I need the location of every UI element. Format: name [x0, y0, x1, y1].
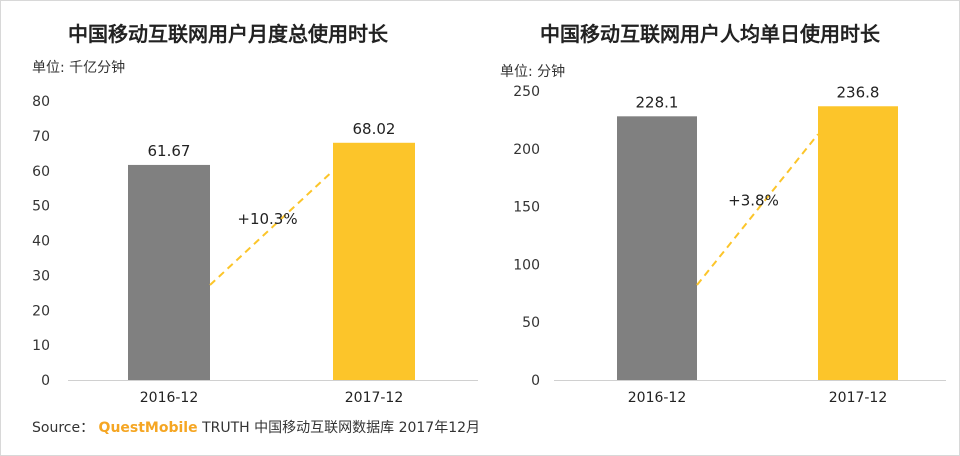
- growth-line-right: [696, 133, 819, 286]
- y-tick-label-left-6: 60: [32, 164, 50, 180]
- y-tick-label-left-0: 0: [41, 373, 50, 389]
- category-label-right-0: 2016-12: [628, 390, 687, 406]
- y-tick-label-right-4: 200: [513, 142, 540, 158]
- source-text: TRUTH 中国移动互联网数据库 2017年12月: [202, 420, 481, 436]
- y-tick-label-right-1: 50: [522, 315, 540, 331]
- bar-right-0: [617, 116, 697, 380]
- y-tick-label-left-2: 20: [32, 303, 50, 319]
- growth-label-right: +3.8%: [728, 192, 779, 210]
- y-tick-label-left-3: 30: [32, 268, 50, 284]
- growth-line-left: [209, 170, 334, 286]
- value-label-right-1: 236.8: [837, 83, 880, 101]
- chart-title-right: 中国移动互联网用户人均单日使用时长: [540, 22, 880, 46]
- source-prefix: Source：: [32, 420, 95, 436]
- y-tick-label-left-7: 70: [32, 129, 50, 145]
- source-note: Source： QuestMobile TRUTH 中国移动互联网数据库 201…: [32, 417, 480, 437]
- category-label-left-0: 2016-12: [140, 390, 199, 406]
- chart-title-left: 中国移动互联网用户月度总使用时长: [68, 22, 388, 46]
- y-tick-label-left-1: 10: [32, 338, 50, 354]
- category-label-right-1: 2017-12: [829, 390, 888, 406]
- y-tick-label-right-0: 0: [531, 373, 540, 389]
- bar-left-0: [128, 164, 210, 380]
- unit-label-left: 单位: 千亿分钟: [32, 60, 126, 76]
- bar-right-1: [818, 106, 898, 380]
- y-tick-label-left-8: 80: [32, 94, 50, 110]
- value-label-right-0: 228.1: [636, 93, 679, 111]
- value-label-left-1: 68.02: [353, 120, 396, 138]
- bar-left-1: [333, 142, 415, 380]
- y-tick-label-left-5: 50: [32, 199, 50, 215]
- unit-label-right: 单位: 分钟: [500, 64, 566, 80]
- y-tick-label-right-2: 100: [513, 257, 540, 273]
- y-tick-label-left-4: 40: [32, 234, 50, 250]
- growth-label-left: +10.3%: [237, 210, 297, 228]
- y-tick-label-right-5: 250: [513, 84, 540, 100]
- value-label-left-0: 61.67: [148, 142, 191, 160]
- y-tick-label-right-3: 150: [513, 200, 540, 216]
- source-brand: QuestMobile: [98, 420, 198, 436]
- category-label-left-1: 2017-12: [345, 390, 404, 406]
